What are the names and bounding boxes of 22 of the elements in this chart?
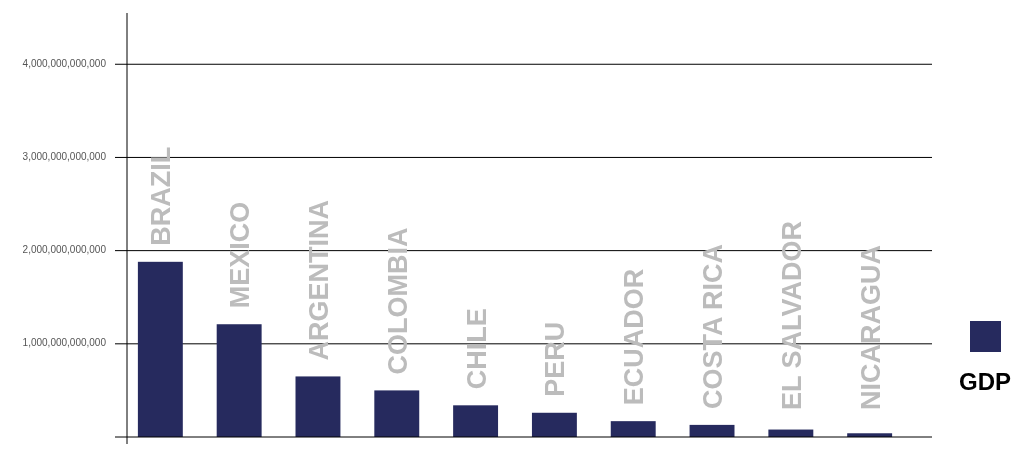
bar [610, 421, 656, 437]
x-tick-label: MEXICO [225, 201, 256, 309]
bar [216, 324, 262, 437]
y-tick-label: 4,000,000,000,000 [22, 57, 107, 69]
x-tick-label: COLOMBIA [382, 227, 413, 375]
x-tick-label: COSTA RICA [698, 243, 729, 409]
x-tick-label: PERU [540, 321, 571, 397]
x-tick-label: NICARAGUA [855, 245, 886, 410]
y-tick-label: 3,000,000,000,000 [22, 151, 107, 163]
legend-label: GDP [958, 368, 1012, 395]
bar [453, 405, 499, 437]
x-tick-label: CHILE [461, 308, 492, 390]
bar [374, 390, 420, 437]
y-tick-label: 1,000,000,000,000 [22, 337, 107, 349]
x-tick-label: BRAZIL [146, 146, 177, 246]
bar [137, 261, 183, 437]
x-tick-label: EL SALVADOR [776, 220, 807, 410]
bar [295, 376, 341, 437]
bar [531, 412, 577, 437]
y-tick-label: 2,000,000,000,000 [22, 244, 107, 256]
x-tick-label: ARGENTINA [303, 199, 334, 361]
x-tick-label: ECUADOR [619, 268, 650, 406]
